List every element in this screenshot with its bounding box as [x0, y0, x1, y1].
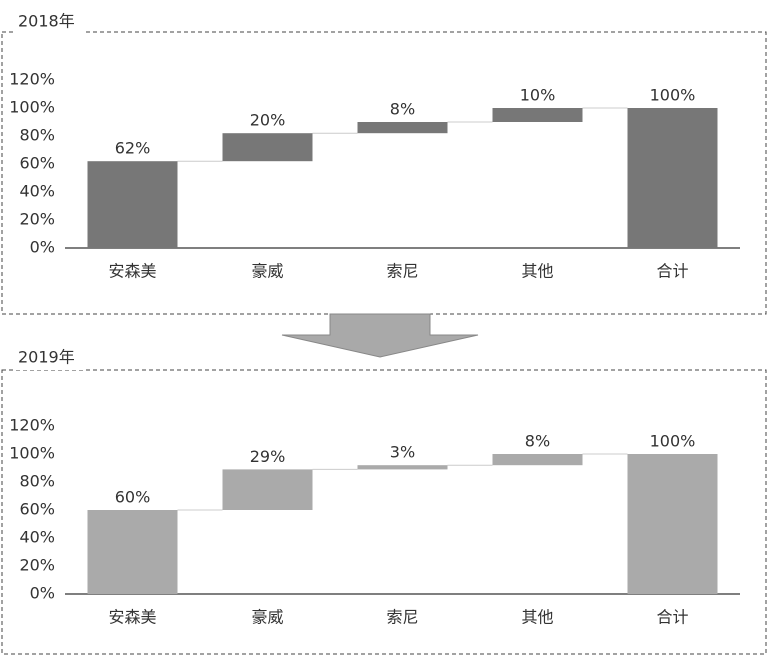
bar	[357, 465, 448, 470]
value-label: 20%	[250, 111, 286, 130]
title-bg	[14, 12, 84, 34]
value-label: 100%	[650, 86, 696, 105]
value-label: 8%	[390, 100, 415, 119]
y-tick-label: 60%	[19, 154, 55, 173]
chart-frame	[1, 369, 767, 655]
x-tick-label: 索尼	[386, 608, 418, 627]
x-tick-label: 合计	[656, 608, 688, 627]
bar	[492, 108, 583, 122]
y-tick-label: 0%	[30, 238, 55, 257]
value-label: 60%	[115, 488, 151, 507]
bar	[87, 510, 178, 594]
bar	[627, 108, 718, 248]
value-label: 62%	[115, 139, 151, 158]
y-tick-label: 100%	[9, 98, 55, 117]
y-tick-label: 40%	[19, 528, 55, 547]
value-label: 100%	[650, 432, 696, 451]
bar	[87, 161, 178, 248]
bar	[627, 454, 718, 594]
bar	[222, 133, 313, 162]
y-tick-label: 100%	[9, 444, 55, 463]
x-tick-label: 索尼	[386, 262, 418, 281]
value-label: 8%	[525, 432, 550, 451]
x-tick-label: 安森美	[108, 608, 156, 627]
bar	[222, 469, 313, 510]
y-tick-label: 60%	[19, 500, 55, 519]
x-tick-label: 豪威	[251, 262, 283, 281]
x-tick-label: 豪威	[251, 608, 283, 627]
y-tick-label: 120%	[9, 416, 55, 435]
x-tick-label: 其他	[521, 262, 553, 281]
x-tick-label: 其他	[521, 608, 553, 627]
y-tick-label: 0%	[30, 584, 55, 603]
title-bg	[14, 348, 84, 370]
bar	[492, 454, 583, 466]
y-tick-label: 20%	[19, 210, 55, 229]
chart-title: 2018年	[18, 12, 75, 31]
value-label: 29%	[250, 447, 286, 466]
chart-title: 2019年	[18, 348, 75, 367]
x-tick-label: 安森美	[108, 262, 156, 281]
y-tick-label: 120%	[9, 70, 55, 89]
y-tick-label: 40%	[19, 182, 55, 201]
y-tick-label: 20%	[19, 556, 55, 575]
value-label: 3%	[390, 443, 415, 462]
y-tick-label: 80%	[19, 126, 55, 145]
y-tick-label: 80%	[19, 472, 55, 491]
down-arrow	[281, 313, 479, 358]
value-label: 10%	[520, 86, 556, 105]
bar	[357, 122, 448, 134]
x-tick-label: 合计	[656, 262, 688, 281]
